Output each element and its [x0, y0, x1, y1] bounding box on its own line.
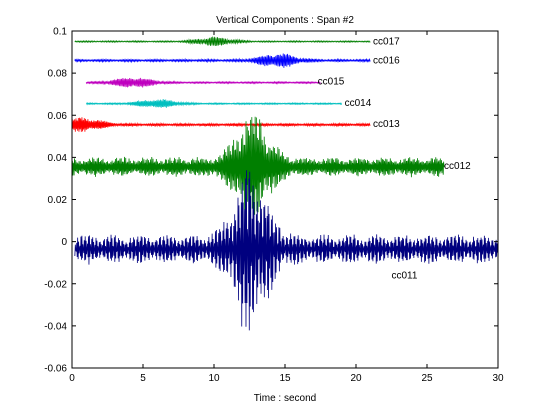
series-line-cc017	[74, 35, 371, 47]
x-tick-label: 5	[140, 373, 146, 384]
x-axis-label: Time : second	[254, 393, 316, 404]
y-tick-label: 0.08	[48, 69, 68, 80]
y-tick-label: 0.02	[48, 195, 68, 206]
x-tick-label: 25	[421, 373, 433, 384]
ticks-layer: 0 5 10 15 20 25 30 -0.06 -0.04 -0.02 0 0.02 0.04 0.06…	[44, 27, 504, 385]
series-label-cc011: cc011	[392, 270, 418, 281]
x-tick-label: 30	[492, 373, 504, 384]
x-tick-label: 10	[208, 373, 220, 384]
y-tick-label: -0.04	[44, 321, 67, 332]
x-tick-label: 15	[279, 373, 291, 384]
series-layer	[71, 35, 499, 331]
series-label-cc013: cc013	[373, 119, 400, 130]
y-tick-label: 0	[61, 237, 67, 248]
x-tick-label: 0	[69, 373, 75, 384]
x-tick-label: 20	[350, 373, 362, 384]
series-label-cc017: cc017	[373, 37, 400, 48]
series-line-cc015	[85, 77, 321, 88]
series-label-cc014: cc014	[345, 98, 372, 109]
series-label-cc012: cc012	[444, 161, 471, 172]
series-label-cc015: cc015	[318, 77, 345, 88]
series-line-cc013	[71, 117, 371, 132]
y-tick-label: 0.04	[48, 153, 68, 164]
series-line-cc016	[74, 53, 371, 68]
y-tick-label: 0.1	[53, 27, 67, 38]
y-tick-label: -0.06	[44, 364, 67, 375]
series-label-cc016: cc016	[373, 56, 400, 67]
series-line-cc014	[86, 98, 343, 108]
y-tick-label: 0.06	[48, 111, 68, 122]
series-line-cc012	[71, 116, 445, 219]
y-tick-label: -0.02	[44, 279, 67, 290]
series-line-cc011	[74, 170, 499, 331]
chart-title: Vertical Components : Span #2	[216, 15, 354, 26]
